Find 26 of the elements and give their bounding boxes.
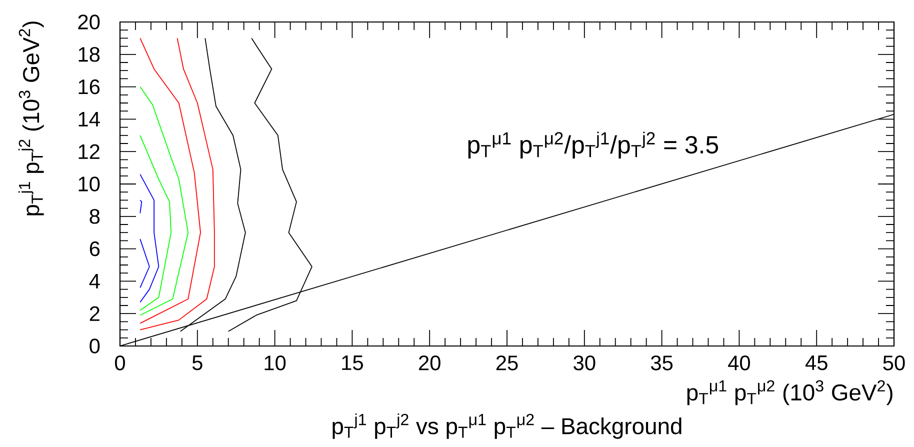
y-tick-label: 2 <box>90 306 100 321</box>
x-tick-label: 30 <box>574 356 596 370</box>
y-tick-label: 6 <box>90 241 100 256</box>
y-tick-label: 10 <box>78 176 100 192</box>
y-tick-label: 16 <box>78 79 100 94</box>
x-tick-label: 0 <box>114 356 125 370</box>
x-tick-label: 15 <box>342 356 363 370</box>
chart-title: p$_{T}$$^{j1}$ p$_{T}$$^{j2}$ vs p$_{T}$$^{μ1}$ p$_{T}$$^{μ2}$ – Background <box>332 413 682 439</box>
y-tick-label: 14 <box>78 112 100 126</box>
x-tick-label: 20 <box>419 356 440 370</box>
text: p$_{T}$$^{μ1}$ p$_{T}$$^{μ2}$/p$_{T}$$^{j1}$/p$_{T}$$^{j2}$ = 3.5 <box>468 132 718 159</box>
x-tick-label: 5 <box>192 356 202 370</box>
y-tick-label: 20 <box>78 14 100 30</box>
x-tick-label: 35 <box>650 356 673 370</box>
x-tick-label: 10 <box>264 356 286 370</box>
text: p$_{T}$$^{j1}$ p$_{T}$$^{j2}$ (10$^{3}$ GeV$^{2}$) <box>18 22 44 216</box>
x-tick-label: 45 <box>805 356 828 370</box>
y-tick-label: 8 <box>90 208 100 224</box>
y-tick-label: 12 <box>78 144 100 159</box>
x-tick-label: 25 <box>496 356 518 370</box>
y-tick-label: 0 <box>90 338 100 354</box>
y-tick-label: 18 <box>78 46 100 62</box>
text: p$_{T}$$^{μ1}$ p$_{T}$$^{μ2}$ (10$^{3}$ GeV$^{2}$) <box>687 380 892 406</box>
x-tick-label: 40 <box>728 356 750 370</box>
y-tick-label: 4 <box>89 274 100 288</box>
x-tick-label: 50 <box>883 356 905 370</box>
